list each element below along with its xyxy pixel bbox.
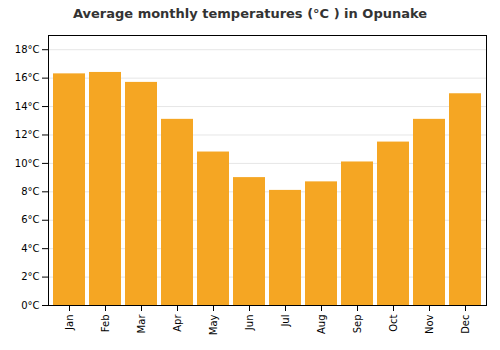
svg-text:Jun: Jun [244,315,255,332]
svg-text:4°C: 4°C [21,243,39,254]
svg-text:Jan: Jan [64,315,75,331]
svg-text:10°C: 10°C [15,158,40,169]
svg-text:May: May [208,314,219,335]
svg-text:14°C: 14°C [15,101,40,112]
svg-text:8°C: 8°C [21,186,39,197]
svg-text:Apr: Apr [172,314,183,332]
svg-text:Dec: Dec [460,315,471,334]
svg-text:Feb: Feb [100,315,111,333]
svg-text:Oct: Oct [388,314,399,331]
svg-text:16°C: 16°C [15,72,40,83]
svg-text:12°C: 12°C [15,129,40,140]
svg-text:Aug: Aug [316,315,327,335]
svg-text:Nov: Nov [424,314,435,334]
svg-text:0°C: 0°C [21,300,39,311]
svg-text:6°C: 6°C [21,214,39,225]
svg-text:2°C: 2°C [21,271,39,282]
svg-text:Mar: Mar [136,314,147,334]
html-text:Average monthly temperatures (: Average monthly temperatures (°C ) in Op… [72,6,428,21]
svg-text:Sep: Sep [352,315,363,334]
svg-text:18°C: 18°C [15,44,40,55]
svg-text:Jul: Jul [280,315,291,328]
